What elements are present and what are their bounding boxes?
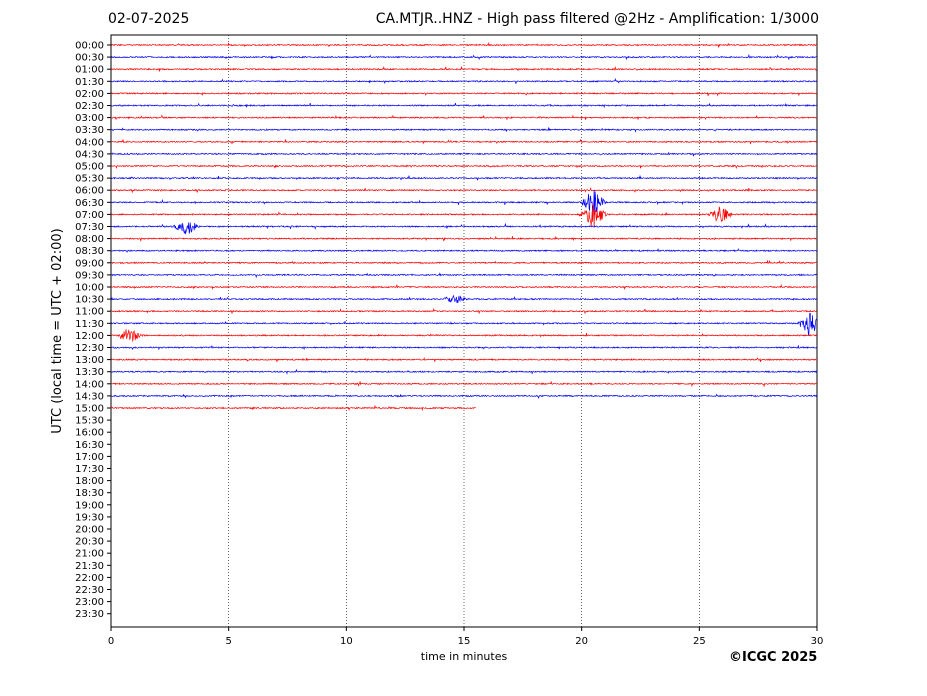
trace-row-0300 [110, 114, 818, 121]
y-tick-label: 08:00 [75, 234, 104, 245]
y-tick-label: 17:30 [75, 464, 104, 475]
chart-date: 02-07-2025 [108, 11, 190, 27]
x-tick-label: 30 [811, 636, 824, 647]
y-tick-label: 12:00 [75, 331, 104, 342]
y-tick-label: 09:30 [75, 270, 104, 281]
trace-row-0430 [110, 151, 818, 157]
y-tick-label: 04:30 [75, 149, 104, 160]
y-tick-label: 01:30 [75, 77, 104, 88]
y-tick-label: 21:30 [75, 561, 104, 572]
y-axis-label: UTC (local time = UTC + 02:00) [50, 228, 65, 433]
trace-row-1330 [110, 368, 818, 375]
y-tick-label: 04:00 [75, 137, 104, 148]
trace-row-1430 [110, 393, 818, 400]
y-tick-label: 07:30 [75, 222, 104, 233]
y-tick-label: 22:30 [75, 585, 104, 596]
y-tick-label: 08:30 [75, 246, 104, 257]
y-tick-label: 19:00 [75, 500, 104, 511]
y-tick-label: 03:00 [75, 113, 104, 124]
y-tick-label: 16:00 [75, 428, 104, 439]
y-tick-label: 20:00 [75, 525, 104, 536]
trace-row-1100 [110, 307, 818, 315]
y-tick-label: 02:00 [75, 89, 104, 100]
trace-row-0030 [110, 53, 818, 61]
y-tick-label: 01:00 [75, 65, 104, 76]
trace-row-0130 [110, 77, 817, 84]
trace-row-0730 [110, 222, 817, 235]
trace-row-0330 [110, 127, 818, 133]
y-tick-label: 03:30 [75, 125, 104, 136]
trace-row-0230 [110, 102, 818, 109]
trace-row-1030 [110, 294, 818, 303]
y-tick-label: 15:00 [75, 404, 104, 415]
trace-row-1400 [110, 381, 818, 388]
trace-row-1200 [110, 329, 818, 342]
trace-row-0630 [110, 189, 818, 215]
y-tick-label: 16:30 [75, 440, 104, 451]
y-tick-label: 11:30 [75, 319, 104, 330]
copyright-label: ©ICGC 2025 [729, 650, 818, 665]
y-tick-label: 20:30 [75, 537, 104, 548]
x-tick-label: 20 [575, 636, 588, 647]
trace-row-0530 [110, 175, 818, 181]
y-tick-label: 10:30 [75, 295, 104, 306]
x-axis-label: time in minutes [421, 650, 508, 663]
y-tick-label: 23:00 [75, 597, 104, 608]
chart-title: CA.MTJR..HNZ - High pass filtered @2Hz -… [375, 11, 819, 27]
y-tick-label: 13:30 [75, 367, 104, 378]
y-tick-label: 07:00 [75, 210, 104, 221]
y-tick-label: 11:00 [75, 307, 104, 318]
trace-row-1000 [110, 283, 818, 291]
trace-row-0200 [110, 91, 818, 97]
y-tick-label: 00:30 [75, 53, 104, 64]
y-tick-label: 12:30 [75, 343, 104, 354]
y-tick-label: 10:00 [75, 283, 104, 294]
x-tick-label: 10 [340, 636, 353, 647]
trace-row-1230 [111, 345, 817, 351]
y-tick-label: 02:30 [75, 101, 104, 112]
x-tick-label: 15 [458, 636, 471, 647]
trace-row-0930 [111, 272, 818, 279]
trace-row-0000 [110, 41, 818, 48]
x-tick-label: 25 [693, 636, 706, 647]
trace-row-0500 [110, 164, 818, 169]
y-tick-label: 06:00 [75, 186, 104, 197]
plot-frame [110, 34, 818, 628]
trace-row-0800 [110, 235, 818, 243]
y-tick-label: 17:00 [75, 452, 104, 463]
y-tick-label: 19:30 [75, 512, 104, 523]
y-tick-label: 00:00 [75, 41, 104, 52]
y-tick-label: 18:30 [75, 488, 104, 499]
trace-row-0700 [110, 203, 818, 228]
trace-row-0900 [110, 259, 818, 265]
y-tick-label: 09:00 [75, 258, 104, 269]
y-tick-label: 14:30 [75, 391, 104, 402]
trace-row-0100 [110, 65, 818, 72]
y-tick-label: 05:00 [75, 162, 104, 173]
y-tick-label: 05:30 [75, 174, 104, 185]
y-tick-label: 23:30 [75, 609, 104, 620]
trace-row-0400 [110, 138, 818, 145]
y-tick-label: 21:00 [75, 549, 104, 560]
y-tick-label: 22:00 [75, 573, 104, 584]
x-tick-label: 5 [225, 636, 231, 647]
y-tick-label: 13:00 [75, 355, 104, 366]
trace-row-1500 [110, 405, 476, 412]
y-tick-label: 15:30 [75, 416, 104, 427]
trace-row-0830 [110, 248, 818, 253]
y-tick-label: 14:00 [75, 379, 104, 390]
trace-row-0600 [110, 187, 817, 194]
x-tick-label: 0 [108, 636, 114, 647]
trace-row-1300 [110, 356, 818, 362]
y-tick-label: 06:30 [75, 198, 104, 209]
y-tick-label: 18:00 [75, 476, 104, 487]
trace-row-1130 [110, 312, 818, 336]
